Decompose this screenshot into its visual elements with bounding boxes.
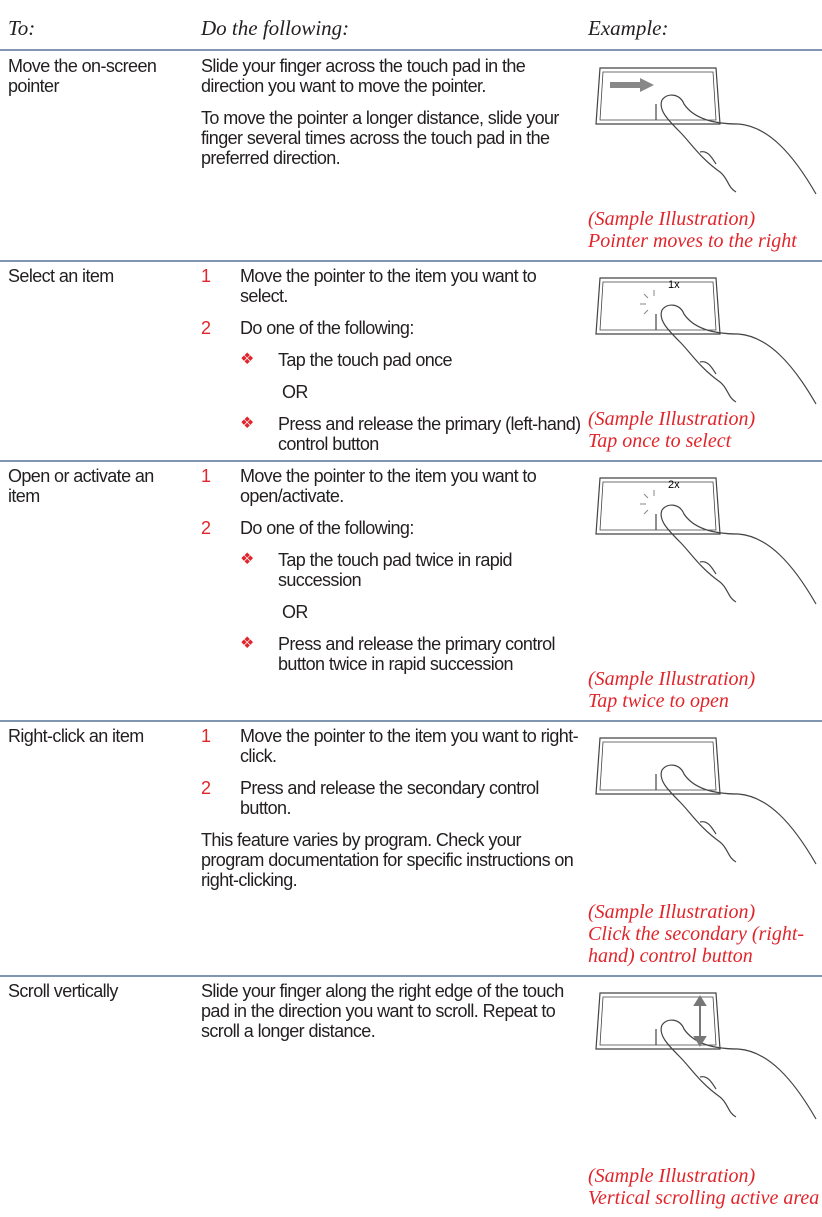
bullet-text: Press and release the primary (left-hand… <box>278 414 581 454</box>
step-text: Do one of the following: <box>240 318 414 338</box>
step: 1 Move the pointer to the item you want t… <box>201 466 586 506</box>
action-label: Move the on-screen pointer <box>8 56 157 96</box>
caption-line: (Sample Illustration) <box>588 408 756 430</box>
caption: (Sample Illustration) Click the secondary… <box>588 901 822 967</box>
illustration-label: 2x <box>668 479 680 491</box>
action-label: Scroll vertically <box>8 981 118 1001</box>
header-rule <box>0 49 822 51</box>
caption-line: Tap twice to open <box>588 690 729 712</box>
instructions: 1 Move the pointer to the item you want t… <box>201 266 586 466</box>
bullet: ❖ Press and release the primary (left-han… <box>201 414 586 454</box>
caption-line: Tap once to select <box>588 430 732 452</box>
step: 2 Do one of the following: <box>201 518 586 538</box>
step-number: 2 <box>201 778 211 798</box>
illustration: 1x <box>595 277 817 405</box>
table-row: Select an item 1 Move the pointer to the i… <box>0 262 822 460</box>
illustration <box>595 67 817 195</box>
paragraph: To move the pointer a longer distance, s… <box>201 108 559 168</box>
bullet-marker: ❖ <box>240 551 254 568</box>
step-text: Move the pointer to the item you want to… <box>240 466 537 506</box>
row-rule <box>0 975 822 977</box>
row-rule <box>0 260 822 262</box>
step-text: Do one of the following: <box>240 518 414 538</box>
header-to: To: <box>8 16 36 40</box>
bullet-marker: ❖ <box>240 635 254 652</box>
row-rule <box>0 460 822 462</box>
step-number: 1 <box>201 466 211 486</box>
caption-line: Click the secondary (right-hand) control… <box>588 923 805 967</box>
table-row: Scroll vertically Slide your finger along… <box>0 977 822 1217</box>
caption-line: (Sample Illustration) <box>588 668 756 690</box>
paragraph: Slide your finger across the touch pad i… <box>201 56 526 96</box>
or-text: OR <box>282 382 308 402</box>
bullet-text: Tap the touch pad once <box>278 350 453 370</box>
caption-line: Pointer moves to the right <box>588 230 797 252</box>
step: 2 Press and release the secondary control… <box>201 778 586 818</box>
paragraph: Slide your finger along the right edge o… <box>201 981 564 1041</box>
step: 2 Do one of the following: <box>201 318 586 338</box>
step-text: Move the pointer to the item you want to… <box>240 266 537 306</box>
table-row: Right-click an item 1 Move the pointer to … <box>0 722 822 975</box>
action-label: Select an item <box>8 266 114 286</box>
instructions: Slide your finger across the touch pad i… <box>201 56 586 180</box>
bullet: ❖ Tap the touch pad once <box>201 350 586 370</box>
illustration-label: 1x <box>668 279 680 291</box>
step-text: Press and release the secondary control … <box>240 778 539 818</box>
step-number: 2 <box>201 518 211 538</box>
instructions: 1 Move the pointer to the item you want t… <box>201 726 586 902</box>
bullet: ❖ Press and release the primary control b… <box>201 634 586 674</box>
instructions: 1 Move the pointer to the item you want t… <box>201 466 586 686</box>
caption: (Sample Illustration) Pointer moves to th… <box>588 208 822 252</box>
bullet: ❖ Tap the touch pad twice in rapid succes… <box>201 550 586 590</box>
or-text: OR <box>282 602 308 622</box>
step-text: Move the pointer to the item you want to… <box>240 726 579 766</box>
bullet-marker: ❖ <box>240 351 254 368</box>
caption-line: (Sample Illustration) <box>588 901 756 923</box>
header-example: Example: <box>588 16 669 40</box>
illustration <box>595 737 817 865</box>
step-number: 2 <box>201 318 211 338</box>
paragraph: This feature varies by program. Check yo… <box>201 830 574 890</box>
bullet-text: Press and release the primary control bu… <box>278 634 556 674</box>
step: 1 Move the pointer to the item you want t… <box>201 726 586 766</box>
bullet-text: Tap the touch pad twice in rapid success… <box>278 550 513 590</box>
caption-line: Vertical scrolling active area <box>588 1187 820 1209</box>
table-row: Open or activate an item 1 Move the pointe… <box>0 462 822 720</box>
row-rule <box>0 720 822 722</box>
caption: (Sample Illustration) Vertical scrolling … <box>588 1165 822 1209</box>
step: 1 Move the pointer to the item you want t… <box>201 266 586 306</box>
illustration: 2x <box>595 477 817 605</box>
header-action: Do the following: <box>201 16 350 40</box>
action-label: Open or activate an item <box>8 466 154 506</box>
step-number: 1 <box>201 266 211 286</box>
table-row: Move the on-screen pointer Slide your fin… <box>0 52 822 260</box>
caption: (Sample Illustration) Tap once to select <box>588 408 822 452</box>
caption-line: (Sample Illustration) <box>588 208 756 230</box>
bullet-marker: ❖ <box>240 415 254 432</box>
caption: (Sample Illustration) Tap twice to open <box>588 668 822 712</box>
instructions: Slide your finger along the right edge o… <box>201 981 586 1053</box>
caption-line: (Sample Illustration) <box>588 1165 756 1187</box>
step-number: 1 <box>201 726 211 746</box>
action-label: Right-click an item <box>8 726 144 746</box>
illustration <box>595 992 817 1120</box>
